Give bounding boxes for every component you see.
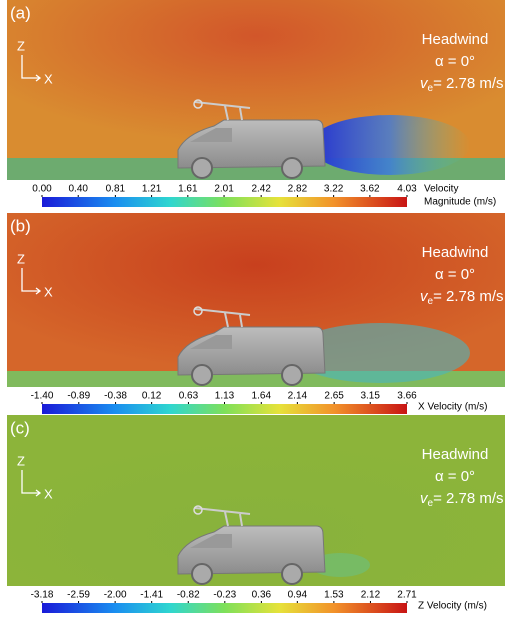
colorbar-tick-label: 0.81 bbox=[106, 184, 126, 195]
van-wheel bbox=[192, 158, 212, 178]
axis-z: Z bbox=[17, 453, 25, 468]
colorbar-tick-label: -0.82 bbox=[177, 590, 200, 601]
colorbar-tick-label: 4.03 bbox=[397, 184, 417, 195]
panel-label: (b) bbox=[10, 216, 31, 235]
condition: Headwind bbox=[422, 31, 489, 48]
colorbar-tick-label: 2.71 bbox=[397, 590, 417, 601]
colorbar-tick-label: 2.01 bbox=[214, 184, 234, 195]
condition: Headwind bbox=[422, 244, 489, 261]
ve-value: = 2.78 m/s bbox=[433, 288, 503, 305]
axis-z: Z bbox=[17, 251, 25, 266]
colorbar-title: Magnitude (m/s) bbox=[424, 197, 496, 208]
colorbar-tick-label: 3.15 bbox=[360, 391, 380, 402]
colorbar bbox=[42, 404, 407, 414]
axis-x: X bbox=[44, 486, 53, 501]
colorbar-tick-label: -3.18 bbox=[31, 590, 54, 601]
colorbar-title: Z Velocity (m/s) bbox=[418, 601, 487, 612]
colorbar-tick-label: 3.22 bbox=[324, 184, 344, 195]
colorbar-tick-label: 2.42 bbox=[251, 184, 271, 195]
van-wheel bbox=[282, 365, 302, 385]
axis-x: X bbox=[44, 284, 53, 299]
figure: (a) Z X Headwind α = 0° ve= 2.78 m/s 0.00 0.40 0… bbox=[0, 0, 505, 618]
colorbar-tick-label: 1.13 bbox=[215, 391, 235, 402]
colorbar-tick-label: 0.00 bbox=[32, 184, 52, 195]
colorbar-tick-label: 2.12 bbox=[361, 590, 381, 601]
panel: (c) Z X Headwind α = 0° ve= 2.78 m/s -3.18 -2.5… bbox=[7, 415, 505, 613]
ve-value: = 2.78 m/s bbox=[433, 490, 503, 507]
alpha: α = 0° bbox=[435, 468, 475, 485]
colorbar-tick-label: 0.40 bbox=[68, 184, 88, 195]
ve-text: ve= 2.78 m/s bbox=[420, 288, 504, 307]
panel-label: (a) bbox=[10, 3, 31, 22]
colorbar bbox=[42, 603, 407, 613]
colorbar-tick-label: -2.00 bbox=[104, 590, 127, 601]
colorbar-tick-label: 2.82 bbox=[288, 184, 308, 195]
van-wheel bbox=[192, 365, 212, 385]
colorbar-tick-label: -0.89 bbox=[67, 391, 90, 402]
colorbar-tick-label: 3.62 bbox=[360, 184, 380, 195]
van-wheel bbox=[282, 564, 302, 584]
van-wheel bbox=[192, 564, 212, 584]
alpha: α = 0° bbox=[435, 266, 475, 283]
colorbar-tick-label: -0.23 bbox=[213, 590, 236, 601]
wake bbox=[310, 115, 470, 175]
colorbar bbox=[42, 197, 407, 207]
colorbar-tick-label: 0.63 bbox=[179, 391, 199, 402]
condition: Headwind bbox=[422, 446, 489, 463]
colorbar-title: X Velocity (m/s) bbox=[418, 402, 487, 413]
colorbar-tick-label: 1.53 bbox=[324, 590, 344, 601]
colorbar-tick-label: 2.14 bbox=[288, 391, 308, 402]
colorbar-tick-label: 1.21 bbox=[142, 184, 162, 195]
panel-label: (c) bbox=[10, 418, 30, 437]
alpha: α = 0° bbox=[435, 53, 475, 70]
van-wheel bbox=[282, 158, 302, 178]
colorbar-tick-label: 2.65 bbox=[324, 391, 344, 402]
colorbar-tick-label: -1.41 bbox=[140, 590, 163, 601]
colorbar-tick-label: -0.38 bbox=[104, 391, 127, 402]
colorbar-tick-label: -1.40 bbox=[31, 391, 54, 402]
colorbar-tick-label: 3.66 bbox=[397, 391, 417, 402]
colorbar-tick-label: 0.94 bbox=[288, 590, 308, 601]
colorbar-title: Velocity bbox=[424, 184, 458, 195]
colorbar-tick-label: -2.59 bbox=[67, 590, 90, 601]
colorbar-tick-label: 0.12 bbox=[142, 391, 162, 402]
panel: (b) Z X Headwind α = 0° ve= 2.78 m/s -1.40 -0.8… bbox=[7, 213, 505, 414]
colorbar-tick-label: 1.64 bbox=[252, 391, 272, 402]
ve-text: ve= 2.78 m/s bbox=[420, 490, 504, 509]
ve-text: ve= 2.78 m/s bbox=[420, 75, 504, 94]
panel: (a) Z X Headwind α = 0° ve= 2.78 m/s 0.00 0.40 0… bbox=[7, 0, 505, 208]
axis-z: Z bbox=[17, 38, 25, 53]
axis-x: X bbox=[44, 71, 53, 86]
colorbar-tick-label: 1.61 bbox=[178, 184, 198, 195]
colorbar-tick-label: 0.36 bbox=[252, 590, 272, 601]
ve-value: = 2.78 m/s bbox=[433, 75, 503, 92]
